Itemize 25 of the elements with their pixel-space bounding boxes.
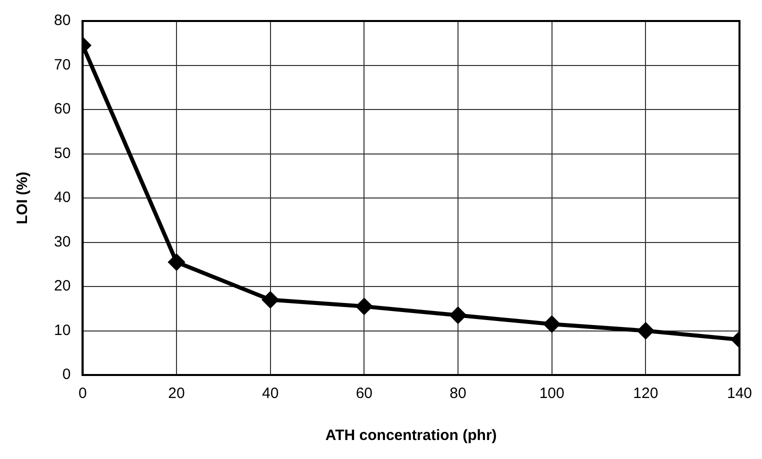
point — [544, 316, 560, 332]
y-axis-title: LOI (%) — [14, 172, 32, 224]
x-tick-label: 120 — [633, 385, 658, 402]
y-tick-label: 80 — [54, 12, 71, 30]
y-tick-label: 30 — [54, 233, 71, 250]
point — [262, 292, 278, 308]
x-tick-label: 100 — [539, 385, 564, 402]
x-tick-label: 20 — [168, 385, 185, 402]
x-tick-label: 40 — [262, 385, 279, 402]
point — [168, 254, 185, 270]
x-tick-label: 140 — [726, 385, 752, 402]
x-tick-label: 60 — [356, 385, 373, 402]
y-tick-label: 20 — [54, 278, 71, 295]
x-tick-label: 80 — [450, 385, 466, 402]
y-tick-label: 50 — [54, 144, 71, 162]
point — [450, 307, 466, 324]
x-tick-label: 0 — [78, 385, 87, 402]
point — [638, 322, 654, 339]
point — [356, 298, 372, 314]
x-axis-title: ATH concentration (phr) — [325, 427, 497, 444]
y-tick-label: 70 — [54, 56, 71, 74]
y-tick-label: 0 — [62, 366, 71, 384]
y-tick-label: 60 — [54, 100, 71, 118]
y-tick-label: 10 — [54, 322, 71, 339]
y-tick-label: 40 — [54, 189, 71, 206]
